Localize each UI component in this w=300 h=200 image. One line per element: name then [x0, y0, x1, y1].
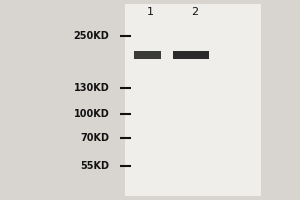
Text: 130KD: 130KD [74, 83, 110, 93]
Bar [134, 51, 160, 59]
Text: 55KD: 55KD [80, 161, 110, 171]
Text: 2: 2 [191, 7, 199, 17]
Bar [172, 51, 208, 59]
Text: 1: 1 [146, 7, 154, 17]
Text: 70KD: 70KD [80, 133, 110, 143]
Text: 250KD: 250KD [74, 31, 110, 41]
Bar [124, 4, 261, 196]
Text: 100KD: 100KD [74, 109, 110, 119]
